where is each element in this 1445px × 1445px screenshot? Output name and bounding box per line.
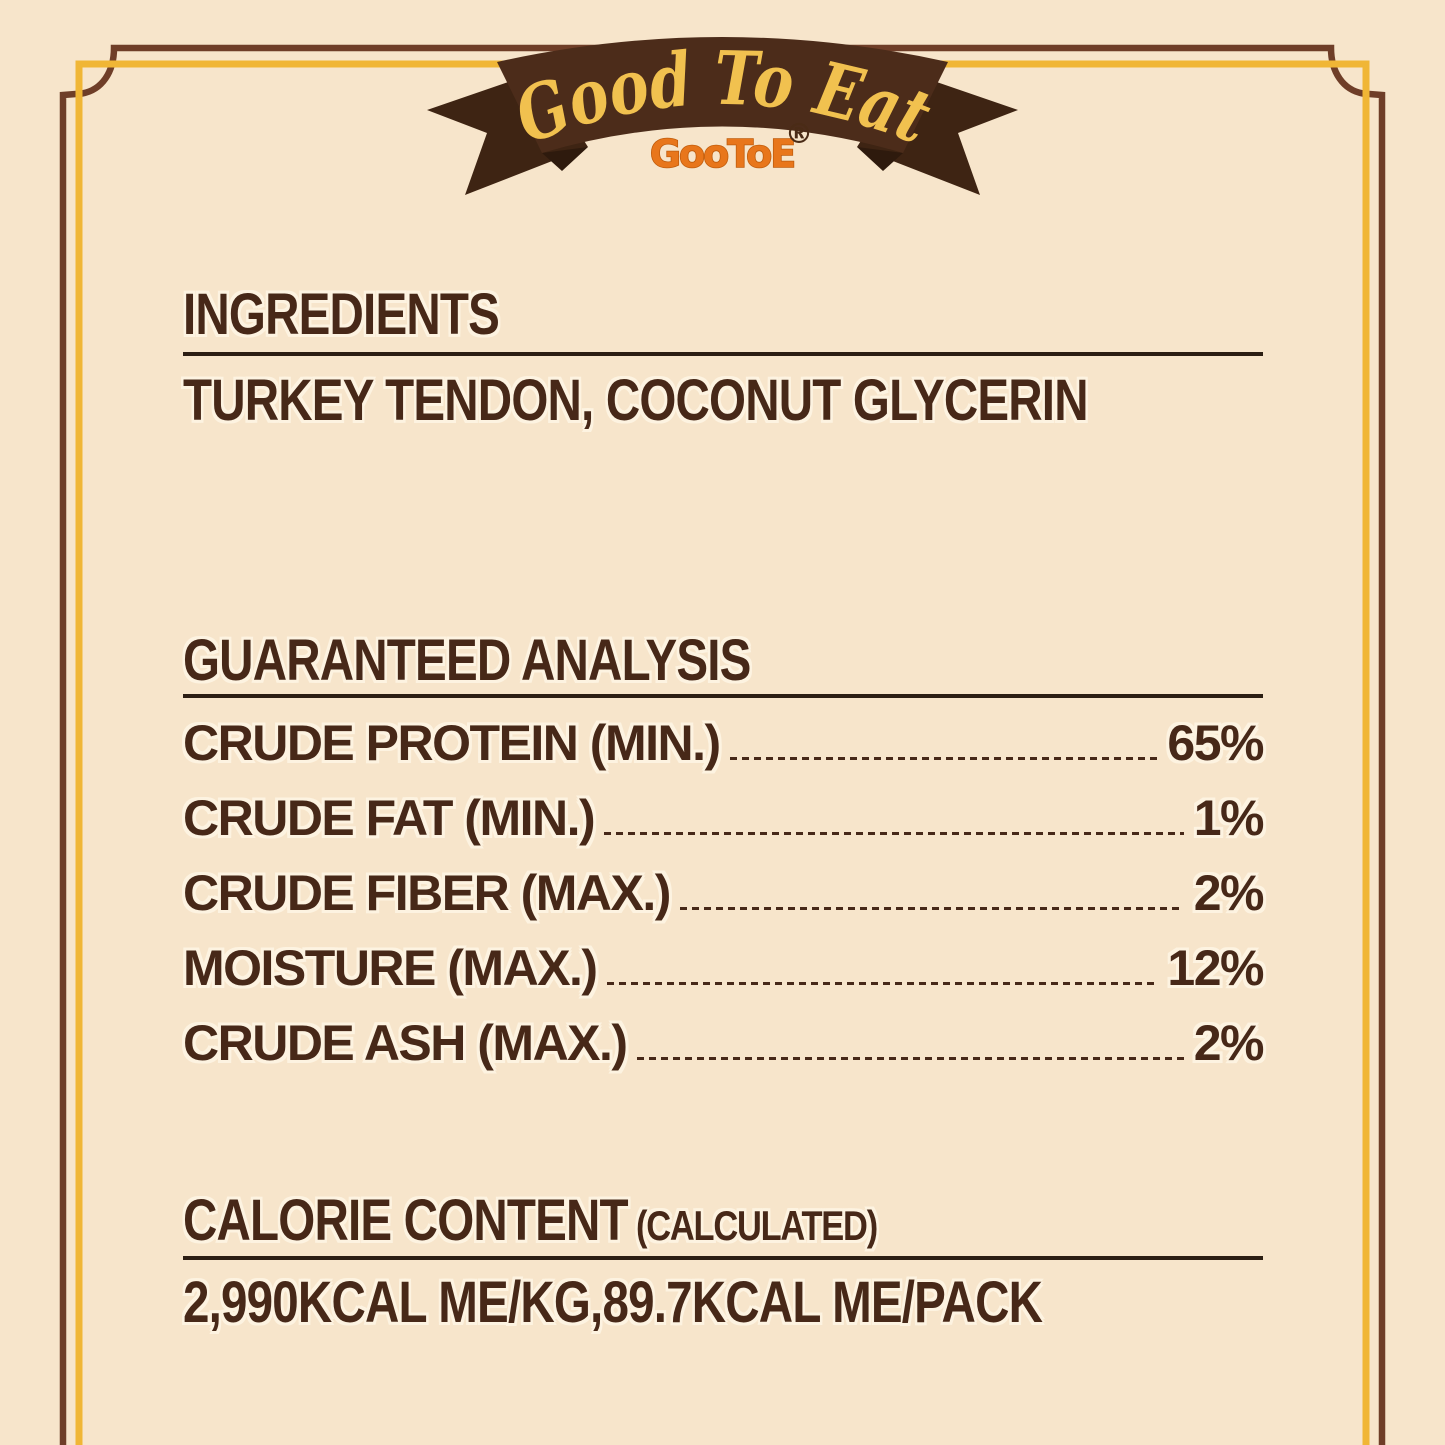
analysis-value: 2% <box>1193 865 1265 921</box>
registered-trademark-icon: ® <box>785 117 813 150</box>
calorie-content-text: 2,990KCAL ME/KG,89.7KCAL ME/PACK <box>183 1270 1043 1335</box>
analysis-row-crude-fiber: CRUDE FIBER (MAX.) 2% <box>183 856 1265 931</box>
dotted-leader <box>604 832 1184 835</box>
analysis-row-crude-ash: CRUDE ASH (MAX.) 2% <box>183 1006 1265 1081</box>
section-divider <box>183 352 1263 356</box>
analysis-row-crude-fat: CRUDE FAT (MIN.) 1% <box>183 781 1265 856</box>
ingredients-section: INGREDIENTS <box>183 283 1263 347</box>
guaranteed-analysis-title: GUARANTEED ANALYSIS <box>183 628 751 693</box>
guaranteed-analysis-table: CRUDE PROTEIN (MIN.) 65% CRUDE FAT (MIN.… <box>183 706 1265 1081</box>
analysis-value: 2% <box>1193 1015 1265 1071</box>
analysis-label: CRUDE PROTEIN (MIN.) <box>183 715 721 771</box>
analysis-row-crude-protein: CRUDE PROTEIN (MIN.) 65% <box>183 706 1264 781</box>
calorie-content-subtitle: (CALCULATED) <box>635 1202 878 1249</box>
brand-banner: Good To Eat GooToE ® <box>427 36 1018 195</box>
ingredients-content: TURKEY TENDON, COCONUT GLYCERIN <box>183 368 1263 434</box>
dotted-leader <box>679 907 1184 910</box>
dotted-leader <box>636 1057 1184 1060</box>
analysis-value: 65% <box>1167 715 1264 771</box>
analysis-value: 1% <box>1193 790 1265 846</box>
analysis-row-moisture: MOISTURE (MAX.) 12% <box>183 931 1264 1006</box>
analysis-label: CRUDE FAT (MIN.) <box>183 790 596 846</box>
dotted-leader <box>729 757 1158 760</box>
analysis-label: CRUDE FIBER (MAX.) <box>183 865 671 921</box>
analysis-label: MOISTURE (MAX.) <box>183 940 598 996</box>
ribbon-fold-right-icon <box>857 147 903 171</box>
ribbon-fold-left-icon <box>542 147 588 171</box>
calorie-content-value: 2,990KCAL ME/KG,89.7KCAL ME/PACK <box>183 1270 1263 1336</box>
dotted-leader <box>606 982 1158 985</box>
section-divider <box>183 1256 1263 1260</box>
brand-logo-text: GooToE <box>650 132 794 176</box>
guaranteed-analysis-section: GUARANTEED ANALYSIS <box>183 629 1263 693</box>
analysis-value: 12% <box>1167 940 1264 996</box>
ingredients-title: INGREDIENTS <box>183 282 500 347</box>
section-divider <box>183 694 1263 698</box>
ribbon-band-icon <box>497 37 948 153</box>
calorie-content-title: CALORIE CONTENT <box>183 1188 629 1253</box>
ingredients-text: TURKEY TENDON, COCONUT GLYCERIN <box>183 368 1089 433</box>
analysis-label: CRUDE ASH (MAX.) <box>183 1015 628 1071</box>
calorie-content-section: CALORIE CONTENT (CALCULATED) <box>183 1189 1263 1253</box>
